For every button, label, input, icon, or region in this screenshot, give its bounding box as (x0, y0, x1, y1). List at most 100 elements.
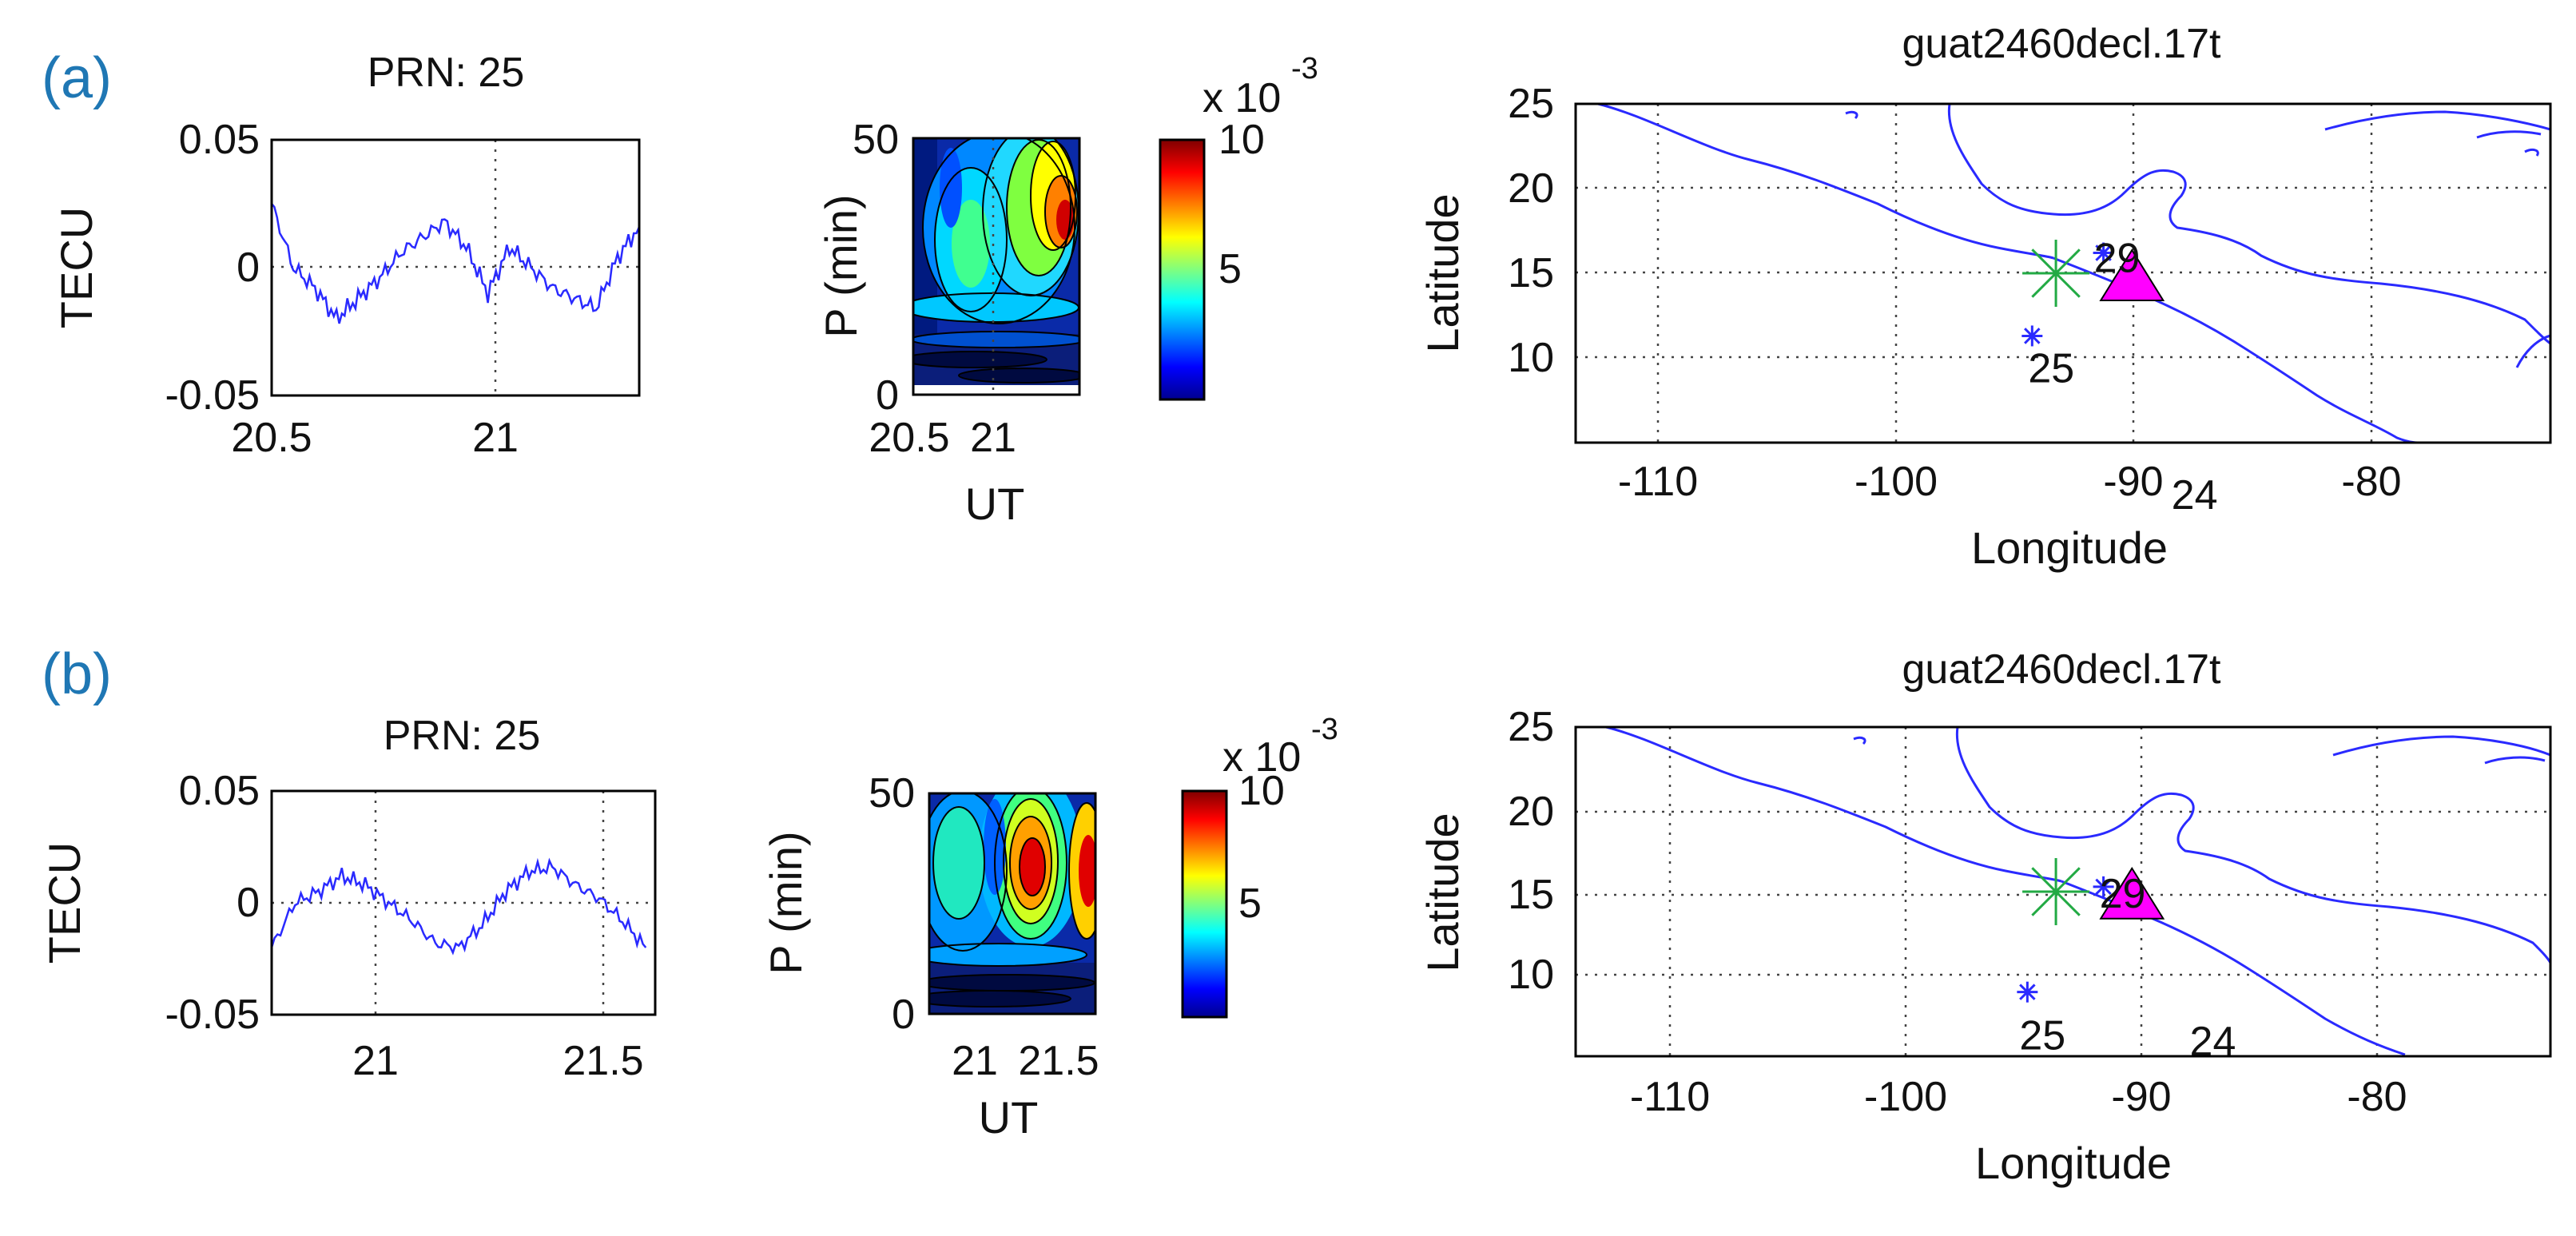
satellite-label: 25 (2019, 1013, 2065, 1059)
y-tick-label: 0 (876, 372, 899, 419)
colorbar-gradient (1160, 140, 1204, 399)
y-axis-label: TECU (39, 842, 89, 964)
map-markers: 25 29 24 (2017, 858, 2236, 1065)
map-title: guat2460decl.17t (1902, 646, 2221, 693)
tec-axes-frame (270, 789, 657, 1016)
colorbar-scale-base: x 10 (1222, 734, 1301, 781)
satellite-marker (2093, 876, 2114, 897)
satellite-label: 24 (2172, 472, 2218, 519)
tec-series-line (270, 857, 647, 956)
tec-series-line (271, 203, 641, 324)
station-triangle-marker (2099, 866, 2165, 920)
map-title: guat2460decl.17t (1902, 21, 2221, 67)
spectrogram: 50 0 21 21.5 UT P (min) (761, 770, 1099, 1143)
y-tick-label: 0.05 (179, 117, 260, 163)
y-axis-label: P (min) (761, 831, 811, 974)
colorbar-scale-exponent: -3 (1311, 713, 1338, 746)
y-tick-label: 15 (1508, 872, 1554, 918)
tec-plot: PRN: 25 0.05 0 -0.05 20.5 21 TECU (51, 50, 641, 461)
x-tick-label: 21 (472, 415, 519, 461)
map: guat2460decl.17t 25 29 24 25 (1417, 646, 2552, 1188)
colorbar: 10 5 x 10 -3 (1181, 713, 1338, 1019)
tec-title: PRN: 25 (384, 713, 541, 759)
colorbar: 10 5 x 10 -3 (1159, 52, 1318, 401)
satellite-marker (2021, 325, 2043, 347)
x-axis-label: Longitude (1971, 523, 2168, 573)
satellite-label: 29 (2100, 871, 2146, 917)
panel-label: (b) (42, 642, 112, 706)
station-triangle-marker (2099, 248, 2165, 301)
satellite-label: 29 (2094, 236, 2141, 282)
x-tick-label: 20.5 (231, 415, 312, 461)
x-tick-label: -110 (1630, 1074, 1710, 1120)
y-tick-label: 25 (1508, 81, 1554, 127)
y-tick-label: 0 (892, 992, 915, 1038)
x-tick-label: 21 (970, 415, 1016, 461)
map-axes-frame (1574, 102, 2552, 444)
y-axis-label: P (min) (816, 194, 866, 337)
epicenter-marker (2022, 240, 2090, 307)
tec-axes-frame (270, 138, 641, 397)
x-tick-label: -100 (1864, 1074, 1947, 1120)
colorbar-tick-label: 5 (1218, 246, 1242, 292)
tec-title: PRN: 25 (368, 50, 525, 96)
colorbar-frame (1159, 138, 1206, 401)
y-tick-label: 50 (853, 117, 899, 163)
y-tick-label: 15 (1508, 250, 1554, 296)
satellite-label: 24 (2190, 1019, 2236, 1065)
x-tick-label: 21.5 (563, 1038, 643, 1084)
y-tick-label: 50 (869, 770, 915, 817)
x-axis-label: UT (965, 479, 1025, 529)
x-tick-label: -80 (2341, 459, 2401, 505)
colorbar-tick-label: 5 (1238, 880, 1262, 927)
panel-label: (a) (42, 46, 112, 110)
y-tick-label: 25 (1508, 704, 1554, 750)
y-axis-label: Latitude (1417, 193, 1468, 352)
epicenter-marker (2022, 858, 2090, 925)
y-tick-label: 0 (237, 880, 260, 926)
x-tick-label: -90 (2111, 1074, 2171, 1120)
y-tick-label: -0.05 (165, 372, 260, 419)
coastline (1605, 727, 2550, 1056)
x-axis-label: UT (979, 1092, 1039, 1143)
spectrogram-image (929, 793, 1095, 1014)
x-tick-label: -90 (2103, 459, 2163, 505)
y-tick-label: 10 (1508, 335, 1554, 381)
colorbar-frame (1181, 789, 1228, 1019)
spectrogram-image (913, 138, 1079, 395)
y-axis-label: TECU (51, 207, 101, 328)
colorbar-scale-base: x 10 (1203, 75, 1281, 121)
tec-plot: PRN: 25 0.05 0 -0.05 21 21.5 TECU (39, 713, 657, 1084)
x-tick-label: -110 (1618, 459, 1698, 505)
map-markers: 25 29 24 (2021, 236, 2218, 519)
x-tick-label: -100 (1854, 459, 1938, 505)
x-tick-label: 21 (952, 1038, 998, 1084)
panel-b: (b) PRN: 25 0.05 0 -0.05 21 21.5 TECU (39, 642, 2552, 1188)
satellite-label: 25 (2028, 345, 2074, 391)
map-axes-frame (1574, 725, 2552, 1058)
satellite-marker (2093, 242, 2114, 264)
panel-a: (a) PRN: 25 0.05 0 -0.05 20.5 21 TECU (42, 21, 2552, 573)
colorbar-tick-label: 10 (1238, 768, 1285, 814)
y-tick-label: 10 (1508, 952, 1554, 998)
spectrogram-axes-frame (912, 137, 1081, 396)
y-tick-label: -0.05 (165, 992, 260, 1038)
y-tick-label: 0.05 (179, 768, 260, 814)
spectrogram-axes-frame (928, 792, 1097, 1015)
satellite-marker (2017, 981, 2038, 1003)
x-tick-label: 20.5 (869, 415, 949, 461)
x-tick-label: 21 (352, 1038, 399, 1084)
colorbar-gradient (1183, 791, 1226, 1017)
x-axis-label: Longitude (1975, 1138, 2172, 1188)
y-axis-label: Latitude (1417, 813, 1468, 972)
colorbar-tick-label: 10 (1218, 117, 1265, 163)
spectrogram: 50 0 20.5 21 UT P (min) (816, 117, 1081, 529)
y-tick-label: 20 (1508, 165, 1554, 212)
colorbar-scale-exponent: -3 (1291, 52, 1318, 85)
y-tick-label: 0 (237, 244, 260, 291)
x-tick-label: -80 (2347, 1074, 2407, 1120)
y-tick-label: 20 (1508, 789, 1554, 835)
x-tick-label: 21.5 (1018, 1038, 1099, 1084)
